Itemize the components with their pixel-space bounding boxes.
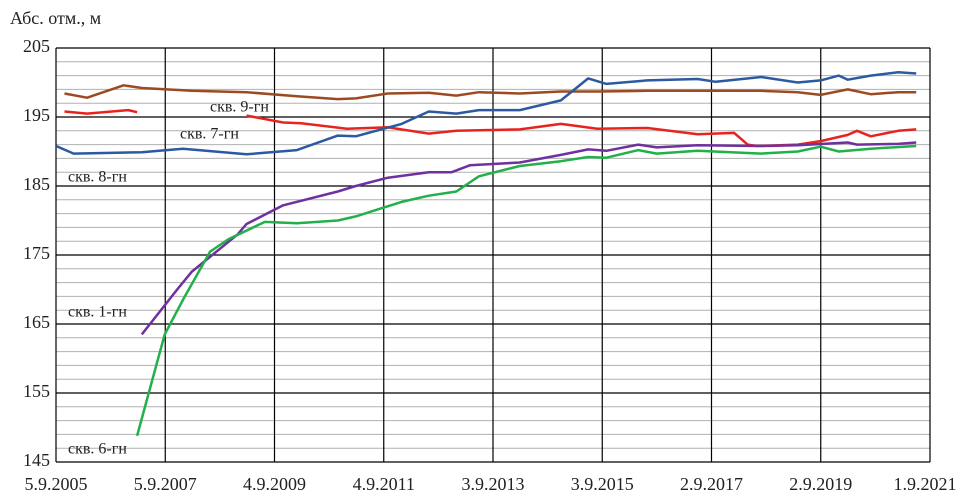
- x-tick-label: 2.9.2019: [789, 474, 852, 494]
- series-label: скв. 9-гн: [210, 99, 269, 116]
- x-tick-label: 3.9.2015: [571, 474, 634, 494]
- y-tick-label: 145: [23, 450, 50, 470]
- series-line: [140, 141, 917, 336]
- x-tick-label: 4.9.2011: [353, 474, 415, 494]
- y-axis-label: Абс. отм., м: [10, 8, 101, 28]
- x-tick-label: 5.9.2005: [25, 474, 88, 494]
- series-label: скв. 8-гн: [68, 169, 127, 186]
- x-tick-label: 4.9.2009: [243, 474, 306, 494]
- y-tick-label: 185: [23, 174, 50, 194]
- x-tick-label: 5.9.2007: [134, 474, 197, 494]
- series-label: скв. 1-гн: [68, 304, 127, 321]
- series-line: [64, 84, 917, 101]
- y-tick-label: 205: [23, 36, 50, 56]
- series-label: скв. 7-гн: [180, 126, 239, 143]
- series-line: [64, 108, 917, 148]
- x-tick-label: 2.9.2017: [680, 474, 743, 494]
- series-label: скв. 6-гн: [68, 441, 127, 458]
- y-tick-label: 165: [23, 312, 50, 332]
- y-tick-label: 155: [23, 381, 50, 401]
- y-tick-label: 175: [23, 243, 50, 263]
- series-line: [55, 70, 917, 156]
- series-line: [135, 144, 917, 437]
- x-tick-label: 1.9.2021: [894, 474, 957, 494]
- x-tick-label: 3.9.2013: [462, 474, 525, 494]
- y-tick-label: 195: [23, 105, 50, 125]
